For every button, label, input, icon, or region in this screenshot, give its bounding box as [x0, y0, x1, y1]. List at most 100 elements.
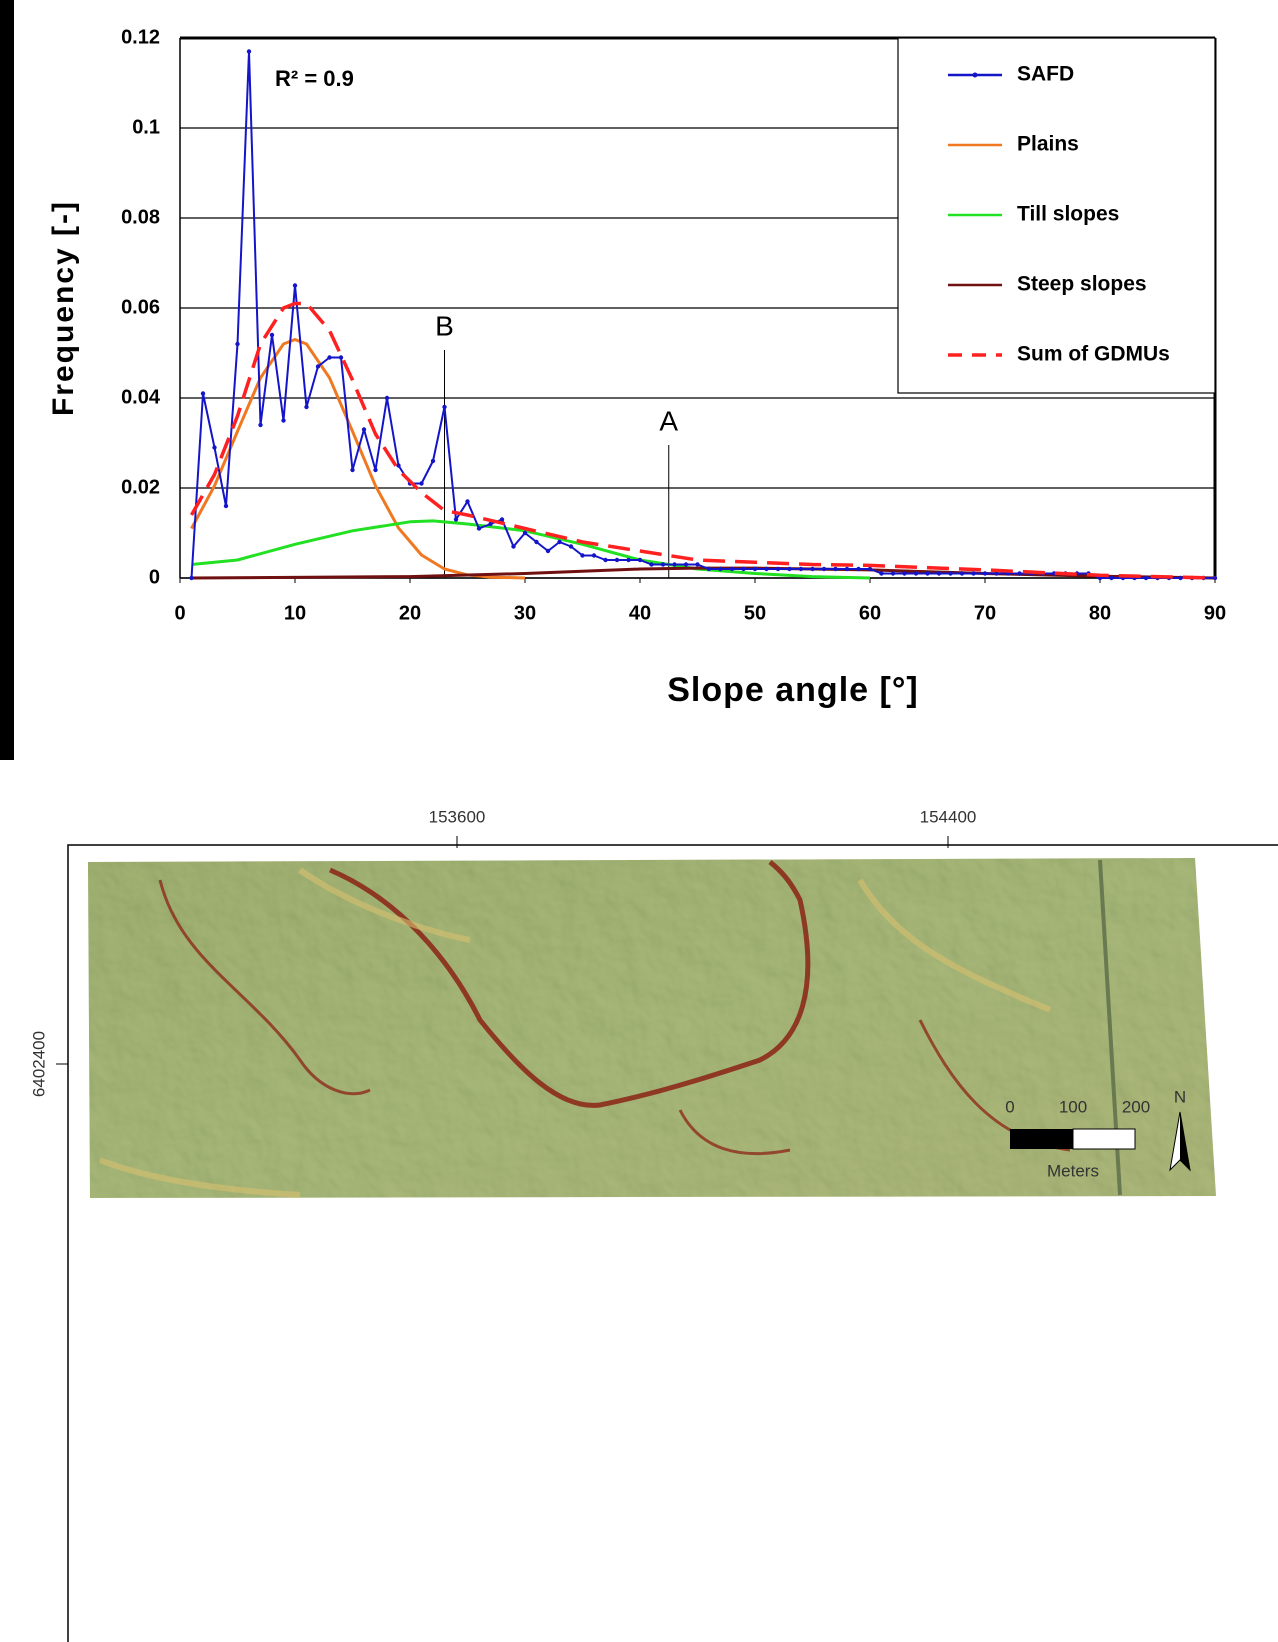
- data-point: [603, 558, 607, 562]
- x-tick-label: 30: [514, 602, 536, 624]
- y-tick-label: 0.02: [121, 476, 160, 498]
- data-point: [925, 571, 929, 575]
- legend-label: Till slopes: [1017, 203, 1119, 226]
- x-tick-label: 70: [974, 602, 996, 624]
- data-point: [385, 396, 389, 400]
- data-point: [569, 544, 573, 548]
- data-point: [1144, 576, 1148, 580]
- data-point: [546, 549, 550, 553]
- data-point: [477, 526, 481, 530]
- data-point: [764, 567, 768, 571]
- map: 153600 154400 6402400 0 100 200 Meters N: [29, 807, 1278, 1642]
- legend-label: SAFD: [1017, 63, 1074, 86]
- y-axis-label: Frequency [-]: [47, 200, 80, 416]
- chart: 0 0.02 0.04 0.06 0.08 0.1 0.12 0 10 20 30 40 50 60 70 8…: [121, 26, 1226, 624]
- data-point: [534, 540, 538, 544]
- data-point: [465, 499, 469, 503]
- data-point: [189, 576, 193, 580]
- data-point: [971, 571, 975, 575]
- data-point: [350, 468, 354, 472]
- y-tick-label: 0: [149, 566, 160, 588]
- data-point: [902, 571, 906, 575]
- data-point: [373, 468, 377, 472]
- data-point: [327, 355, 331, 359]
- x-axis-label: Slope angle [°]: [667, 671, 919, 709]
- scale-bar: [1073, 1129, 1135, 1149]
- data-point: [224, 504, 228, 508]
- data-point: [730, 567, 734, 571]
- y-tick-label: 0.08: [121, 206, 160, 228]
- page: 0 0.02 0.04 0.06 0.08 0.1 0.12 0 10 20 30 40 50 60 70 8…: [0, 0, 1278, 1642]
- data-point: [787, 567, 791, 571]
- data-point: [822, 567, 826, 571]
- data-point: [615, 558, 619, 562]
- data-point: [810, 567, 814, 571]
- data-point: [891, 571, 895, 575]
- scale-bar: [1010, 1129, 1073, 1149]
- data-point: [799, 567, 803, 571]
- y-tick-label: 0.06: [121, 296, 160, 318]
- data-point: [235, 342, 239, 346]
- data-point: [201, 391, 205, 395]
- map-x-tick-label: 154400: [920, 807, 977, 826]
- data-point: [293, 283, 297, 287]
- data-point: [661, 562, 665, 566]
- x-tick-label: 0: [174, 602, 185, 624]
- data-point: [1109, 576, 1113, 580]
- scale-unit: Meters: [1047, 1161, 1099, 1180]
- data-point: [304, 405, 308, 409]
- data-point: [442, 405, 446, 409]
- data-point: [879, 571, 883, 575]
- data-point: [1017, 571, 1021, 575]
- data-point: [270, 333, 274, 337]
- legend-label: Steep slopes: [1017, 273, 1147, 296]
- data-point: [914, 571, 918, 575]
- data-point: [339, 355, 343, 359]
- x-tick-label: 60: [859, 602, 881, 624]
- data-point: [638, 558, 642, 562]
- data-point: [258, 423, 262, 427]
- y-tick-label: 0.12: [121, 26, 160, 48]
- data-point: [281, 418, 285, 422]
- annotation: A: [659, 405, 678, 436]
- x-tick-label: 40: [629, 602, 651, 624]
- annotation: R² = 0.9: [275, 66, 354, 91]
- x-tick-label: 20: [399, 602, 421, 624]
- data-point: [431, 459, 435, 463]
- data-point: [316, 364, 320, 368]
- data-point: [937, 571, 941, 575]
- scale-label: 0: [1005, 1097, 1014, 1116]
- y-tick-label: 0.04: [121, 386, 161, 408]
- data-point: [983, 571, 987, 575]
- x-tick-label: 80: [1089, 602, 1111, 624]
- data-point: [247, 49, 251, 53]
- legend-label: Sum of GDMUs: [1017, 343, 1170, 366]
- data-point: [396, 463, 400, 467]
- data-point: [212, 445, 216, 449]
- x-tick-label: 90: [1204, 602, 1226, 624]
- data-point: [948, 571, 952, 575]
- data-point: [753, 567, 757, 571]
- data-point: [557, 540, 561, 544]
- data-point: [580, 553, 584, 557]
- data-point: [362, 427, 366, 431]
- scale-label: 200: [1122, 1097, 1150, 1116]
- data-point: [672, 562, 676, 566]
- data-point: [454, 517, 458, 521]
- x-tick-label: 50: [744, 602, 766, 624]
- y-tick-label: 0.1: [132, 116, 160, 138]
- data-point: [741, 567, 745, 571]
- data-point: [845, 567, 849, 571]
- annotation: B: [435, 310, 454, 341]
- map-y-tick-label: 6402400: [29, 1031, 48, 1097]
- data-point: [856, 567, 860, 571]
- data-point: [776, 567, 780, 571]
- data-point: [960, 571, 964, 575]
- data-point: [1178, 576, 1182, 580]
- data-point: [626, 558, 630, 562]
- map-x-tick-label: 153600: [429, 807, 486, 826]
- x-tick-label: 10: [284, 602, 306, 624]
- north-label: N: [1174, 1087, 1186, 1106]
- legend-marker: [973, 73, 978, 78]
- data-point: [649, 562, 653, 566]
